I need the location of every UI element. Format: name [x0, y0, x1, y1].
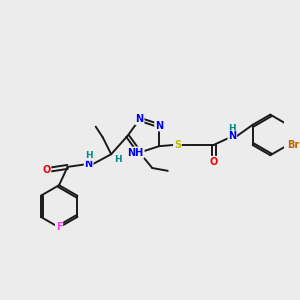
Text: N: N — [85, 159, 93, 169]
Text: H: H — [114, 155, 122, 164]
Text: H: H — [85, 151, 92, 160]
Text: H: H — [229, 124, 236, 133]
Text: NH: NH — [127, 148, 143, 158]
Text: F: F — [56, 222, 62, 233]
Text: N: N — [136, 114, 144, 124]
Text: N: N — [155, 121, 163, 131]
Text: O: O — [210, 157, 218, 167]
Text: Br: Br — [287, 140, 300, 150]
Text: N: N — [136, 148, 144, 158]
Text: O: O — [42, 165, 50, 175]
Text: S: S — [174, 140, 181, 150]
Text: N: N — [228, 131, 236, 141]
